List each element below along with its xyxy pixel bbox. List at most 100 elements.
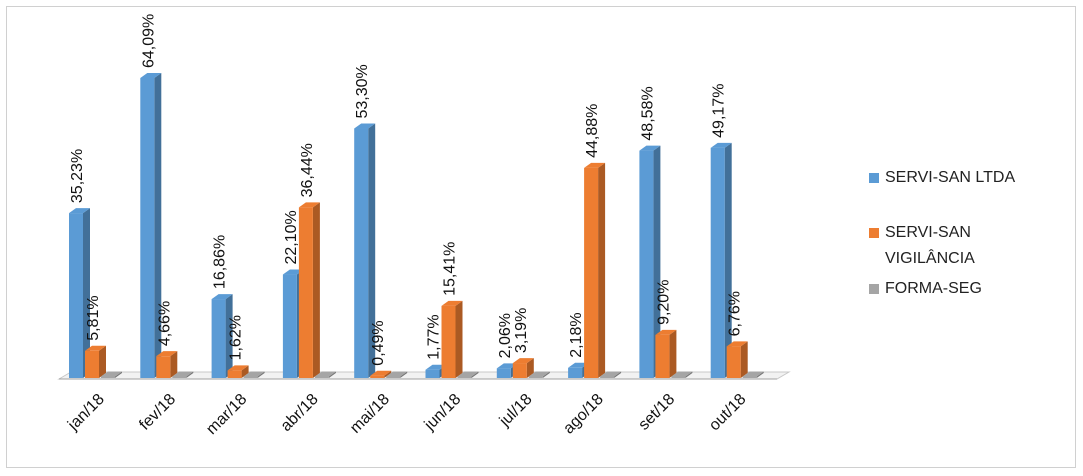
- bar-forma-seg-5-side: [471, 371, 479, 378]
- bar-servi-san-ltda-8-top: [639, 145, 661, 151]
- x-tick-label-3: abr/18: [278, 391, 322, 435]
- bar-servi-san-vigil-ncia-6-top: [512, 358, 534, 364]
- bar-servi-san-ltda-0-side: [83, 208, 90, 378]
- legend-label-servi-san-ltda: SERVI-SAN LTDA: [885, 169, 1016, 186]
- x-tick-label-2: mar/18: [203, 391, 250, 438]
- bar-forma-seg-5: [457, 376, 472, 378]
- bar-forma-seg-5-top: [457, 371, 479, 377]
- bar-servi-san-vigil-ncia-3-top: [298, 202, 320, 208]
- bar-servi-san-ltda-1-side: [154, 73, 162, 378]
- bar-servi-san-vigil-ncia-7-top: [584, 162, 606, 168]
- data-label-servi-san-vigil-ncia-8: 9,20%: [655, 280, 672, 325]
- bar-forma-seg-6-side: [542, 371, 550, 378]
- bar-servi-san-vigil-ncia-6-side: [526, 358, 534, 378]
- bar-servi-san-vigil-ncia-7: [584, 167, 599, 378]
- legend-label-forma-seg: FORMA-SEG: [885, 280, 982, 297]
- bar-servi-san-ltda-2: [211, 299, 226, 378]
- data-label-servi-san-ltda-9: 49,17%: [711, 84, 728, 138]
- bar-forma-seg-0: [101, 376, 115, 378]
- bar-servi-san-vigil-ncia-0: [85, 350, 99, 378]
- bar-forma-seg-7-top: [600, 371, 622, 377]
- bar-forma-seg-8: [671, 376, 686, 378]
- bar-servi-san-ltda-7: [568, 367, 583, 378]
- bar-servi-san-vigil-ncia-5-top: [441, 300, 463, 306]
- x-tick-label-5: jun/18: [421, 391, 465, 435]
- bar-servi-san-vigil-ncia-0-top: [85, 345, 106, 351]
- bar-servi-san-vigil-ncia-2-side: [241, 365, 249, 378]
- legend-swatch-servi-san-vigilancia: [869, 228, 879, 238]
- bar-servi-san-ltda-1-top: [140, 73, 162, 78]
- x-tick-label-7: ago/18: [560, 391, 607, 438]
- data-label-servi-san-ltda-6: 2,06%: [497, 313, 514, 358]
- x-tick-label-4: mai/18: [347, 391, 393, 437]
- bar-servi-san-vigil-ncia-5: [441, 305, 456, 378]
- legend-item-servi-san-ltda: SERVI-SAN LTDA: [869, 165, 1069, 191]
- bar-servi-san-vigil-ncia-4: [370, 375, 385, 378]
- data-label-servi-san-vigil-ncia-5: 15,41%: [442, 242, 459, 296]
- bar-servi-san-ltda-5-top: [425, 364, 447, 370]
- bar-servi-san-vigil-ncia-9: [726, 346, 741, 378]
- bar-forma-seg-3-top: [314, 371, 336, 377]
- bar-servi-san-ltda-2-top: [211, 294, 233, 300]
- bar-servi-san-ltda-2-side: [225, 294, 233, 378]
- bar-servi-san-vigil-ncia-8-top: [655, 329, 677, 335]
- bar-forma-seg-1: [172, 376, 187, 378]
- bar-servi-san-ltda-9-side: [724, 142, 732, 378]
- bar-servi-san-vigil-ncia-8-side: [669, 329, 677, 378]
- bar-servi-san-ltda-0: [69, 213, 83, 378]
- bar-servi-san-vigil-ncia-3: [298, 207, 313, 378]
- data-label-servi-san-vigil-ncia-2: 1,62%: [228, 315, 245, 360]
- bar-servi-san-ltda-9: [710, 147, 725, 378]
- data-label-servi-san-vigil-ncia-7: 44,88%: [584, 104, 601, 158]
- bar-servi-san-vigil-ncia-2-top: [227, 365, 249, 371]
- bar-servi-san-vigil-ncia-4-top: [370, 370, 392, 376]
- bar-forma-seg-4: [386, 376, 401, 378]
- data-label-servi-san-ltda-2: 16,86%: [212, 235, 229, 289]
- bar-servi-san-vigil-ncia-4-side: [384, 370, 392, 378]
- bar-forma-seg-9-side: [756, 371, 764, 378]
- bar-chart-plot: 35,23% 5,81% jan/18 64,09% 4,66% fev/18 16,86%…: [57, 14, 791, 438]
- bar-servi-san-ltda-6-top: [496, 363, 518, 369]
- bar-servi-san-ltda-5: [425, 369, 440, 378]
- bar-servi-san-vigil-ncia-6: [512, 363, 527, 378]
- bar-forma-seg-9: [742, 376, 757, 378]
- data-label-servi-san-vigil-ncia-9: 6,76%: [727, 291, 744, 336]
- bar-forma-seg-2: [243, 376, 258, 378]
- bar-servi-san-ltda-8-side: [653, 145, 661, 378]
- x-tick-label-8: set/18: [635, 391, 678, 434]
- bar-forma-seg-8-top: [671, 371, 693, 377]
- bar-servi-san-vigil-ncia-9-top: [726, 341, 748, 347]
- bar-servi-san-vigil-ncia-8: [655, 334, 670, 378]
- chart-legend: SERVI-SAN LTDA SERVI-SAN VIGILÂNCIA FORM…: [869, 165, 1069, 302]
- bar-servi-san-ltda-9-top: [710, 142, 732, 148]
- data-label-servi-san-vigil-ncia-1: 4,66%: [156, 301, 173, 346]
- data-label-servi-san-vigil-ncia-0: 5,81%: [85, 295, 102, 340]
- legend-swatch-forma-seg: [869, 284, 879, 294]
- bar-servi-san-vigil-ncia-9-side: [740, 341, 748, 378]
- bar-forma-seg-7: [600, 376, 615, 378]
- data-label-servi-san-vigil-ncia-4: 0,49%: [370, 320, 387, 365]
- bar-forma-seg-4-side: [400, 371, 408, 378]
- bar-servi-san-vigil-ncia-1-side: [170, 351, 178, 378]
- data-label-servi-san-ltda-7: 2,18%: [568, 312, 585, 357]
- bar-servi-san-vigil-ncia-1: [156, 356, 171, 378]
- chart-frame: 35,23% 5,81% jan/18 64,09% 4,66% fev/18 16,86%…: [6, 6, 1076, 468]
- bar-forma-seg-0-top: [101, 371, 122, 377]
- bar-servi-san-ltda-4: [354, 128, 369, 378]
- data-label-servi-san-ltda-1: 64,09%: [140, 14, 157, 68]
- data-label-servi-san-vigil-ncia-6: 3,19%: [513, 308, 530, 353]
- data-label-servi-san-ltda-8: 48,58%: [639, 86, 656, 140]
- bar-forma-seg-2-side: [257, 371, 265, 378]
- x-tick-label-9: out/18: [706, 391, 750, 435]
- legend-label-servi-san-vigilancia: SERVI-SAN VIGILÂNCIA: [885, 224, 975, 267]
- bar-forma-seg-8-side: [685, 371, 693, 378]
- bar-servi-san-vigil-ncia-5-side: [455, 300, 463, 378]
- legend-item-servi-san-vigilancia: SERVI-SAN VIGILÂNCIA: [869, 220, 1065, 272]
- bar-forma-seg-6: [528, 376, 543, 378]
- x-tick-label-6: jul/18: [496, 391, 536, 431]
- bar-servi-san-vigil-ncia-3-side: [312, 202, 320, 378]
- bar-servi-san-vigil-ncia-1-top: [156, 351, 178, 357]
- data-label-servi-san-ltda-4: 53,30%: [354, 64, 371, 118]
- bar-forma-seg-1-top: [172, 371, 194, 377]
- bar-servi-san-vigil-ncia-2: [227, 370, 242, 378]
